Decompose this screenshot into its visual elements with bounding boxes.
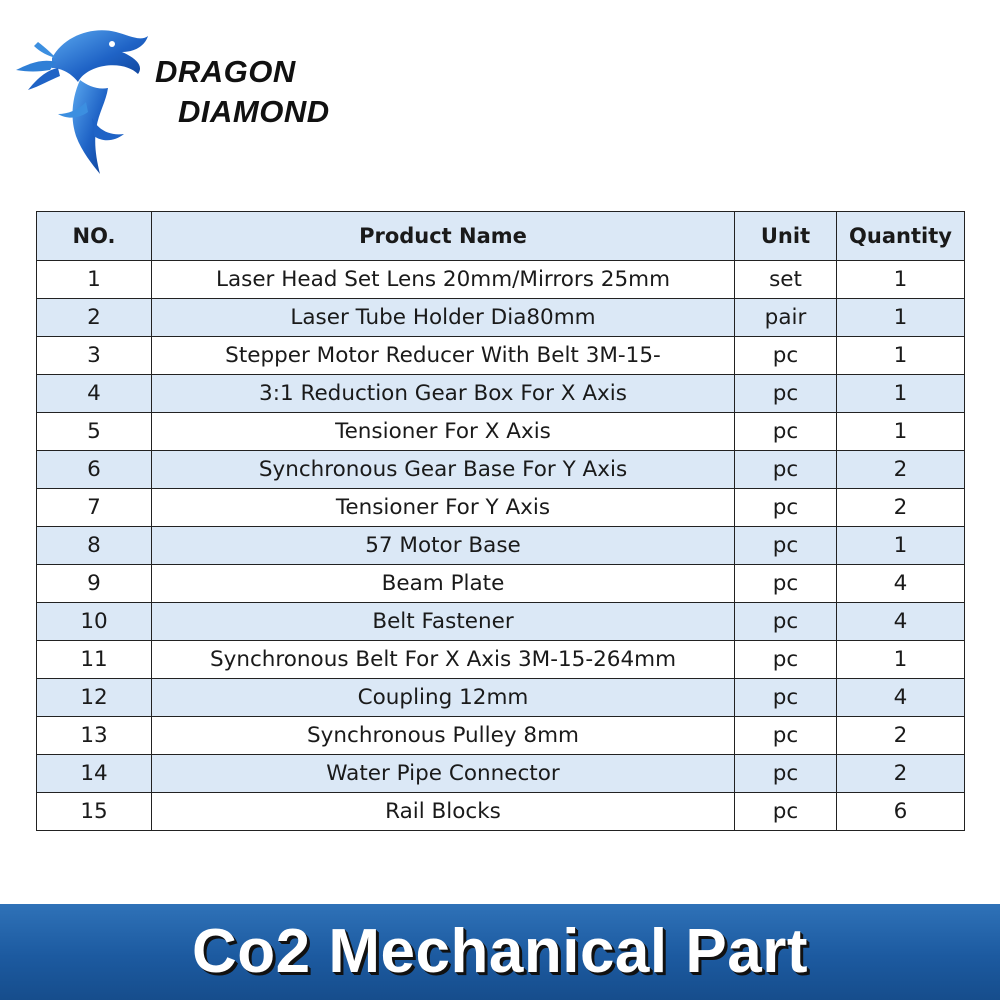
cell-quantity: 2 (836, 754, 965, 793)
cell-product-name: Rail Blocks (151, 792, 735, 831)
cell-product-name: 3:1 Reduction Gear Box For X Axis (151, 374, 735, 413)
cell-unit: pc (734, 716, 837, 755)
table-row: 7 Tensioner For Y Axis pc 2 (36, 488, 965, 527)
table-row: 10 Belt Fastener pc 4 (36, 602, 965, 641)
cell-quantity: 4 (836, 602, 965, 641)
cell-unit: pc (734, 754, 837, 793)
table-row: 8 57 Motor Base pc 1 (36, 526, 965, 565)
table-row: 14 Water Pipe Connector pc 2 (36, 754, 965, 793)
cell-product-name: Tensioner For Y Axis (151, 488, 735, 527)
cell-quantity: 1 (836, 526, 965, 565)
cell-no: 4 (36, 374, 152, 413)
cell-unit: pc (734, 640, 837, 679)
cell-unit: pc (734, 450, 837, 489)
table-row: 11 Synchronous Belt For X Axis 3M-15-264m… (36, 640, 965, 679)
cell-quantity: 2 (836, 716, 965, 755)
cell-product-name: Laser Tube Holder Dia80mm (151, 298, 735, 337)
cell-unit: pc (734, 488, 837, 527)
table-row: 1 Laser Head Set Lens 20mm/Mirrors 25mm se… (36, 260, 965, 299)
cell-quantity: 1 (836, 260, 965, 299)
cell-unit: pc (734, 564, 837, 603)
cell-unit: pc (734, 792, 837, 831)
cell-unit: pc (734, 374, 837, 413)
table-row: 2 Laser Tube Holder Dia80mm pair 1 (36, 298, 965, 337)
cell-product-name: Laser Head Set Lens 20mm/Mirrors 25mm (151, 260, 735, 299)
cell-no: 11 (36, 640, 152, 679)
cell-product-name: Coupling 12mm (151, 678, 735, 717)
cell-product-name: Water Pipe Connector (151, 754, 735, 793)
table-row: 13 Synchronous Pulley 8mm pc 2 (36, 716, 965, 755)
cell-product-name: Synchronous Belt For X Axis 3M-15-264mm (151, 640, 735, 679)
brand-name-line-1: DRAGON (155, 54, 296, 89)
cell-no: 5 (36, 412, 152, 451)
cell-quantity: 1 (836, 298, 965, 337)
cell-no: 3 (36, 336, 152, 375)
cell-no: 15 (36, 792, 152, 831)
cell-product-name: 57 Motor Base (151, 526, 735, 565)
brand-name-line-2: DIAMOND (178, 94, 330, 129)
cell-product-name: Synchronous Pulley 8mm (151, 716, 735, 755)
cell-quantity: 1 (836, 374, 965, 413)
parts-table-body: 1 Laser Head Set Lens 20mm/Mirrors 25mm se… (36, 260, 965, 831)
cell-no: 9 (36, 564, 152, 603)
cell-quantity: 1 (836, 336, 965, 375)
table-row: 5 Tensioner For X Axis pc 1 (36, 412, 965, 451)
cell-no: 14 (36, 754, 152, 793)
cell-quantity: 4 (836, 564, 965, 603)
cell-product-name: Belt Fastener (151, 602, 735, 641)
cell-no: 10 (36, 602, 152, 641)
parts-table: NO. Product Name Unit Quantity 1 Laser He… (36, 211, 965, 831)
cell-quantity: 2 (836, 488, 965, 527)
table-header-row: NO. Product Name Unit Quantity (36, 211, 965, 261)
cell-unit: pair (734, 298, 837, 337)
cell-unit: pc (734, 678, 837, 717)
cell-unit: pc (734, 412, 837, 451)
column-header-no: NO. (36, 211, 152, 261)
banner-title: Co2 Mechanical Part (192, 917, 808, 986)
cell-no: 7 (36, 488, 152, 527)
cell-product-name: Tensioner For X Axis (151, 412, 735, 451)
column-header-product-name: Product Name (151, 211, 735, 261)
table-row: 6 Synchronous Gear Base For Y Axis pc 2 (36, 450, 965, 489)
cell-unit: pc (734, 526, 837, 565)
table-row: 9 Beam Plate pc 4 (36, 564, 965, 603)
cell-unit: pc (734, 336, 837, 375)
cell-quantity: 1 (836, 640, 965, 679)
cell-no: 2 (36, 298, 152, 337)
cell-no: 13 (36, 716, 152, 755)
cell-no: 8 (36, 526, 152, 565)
dragon-logo-icon (16, 30, 148, 174)
cell-no: 6 (36, 450, 152, 489)
cell-quantity: 1 (836, 412, 965, 451)
footer-banner (0, 904, 1000, 1000)
cell-unit: set (734, 260, 837, 299)
cell-no: 12 (36, 678, 152, 717)
table-row: 3 Stepper Motor Reducer With Belt 3M-15- p… (36, 336, 965, 375)
cell-product-name: Stepper Motor Reducer With Belt 3M-15- (151, 336, 735, 375)
column-header-quantity: Quantity (836, 211, 965, 261)
cell-no: 1 (36, 260, 152, 299)
cell-quantity: 4 (836, 678, 965, 717)
cell-quantity: 2 (836, 450, 965, 489)
table-row: 15 Rail Blocks pc 6 (36, 792, 965, 831)
cell-product-name: Synchronous Gear Base For Y Axis (151, 450, 735, 489)
column-header-unit: Unit (734, 211, 837, 261)
cell-product-name: Beam Plate (151, 564, 735, 603)
table-row: 4 3:1 Reduction Gear Box For X Axis pc 1 (36, 374, 965, 413)
cell-unit: pc (734, 602, 837, 641)
cell-quantity: 6 (836, 792, 965, 831)
table-row: 12 Coupling 12mm pc 4 (36, 678, 965, 717)
